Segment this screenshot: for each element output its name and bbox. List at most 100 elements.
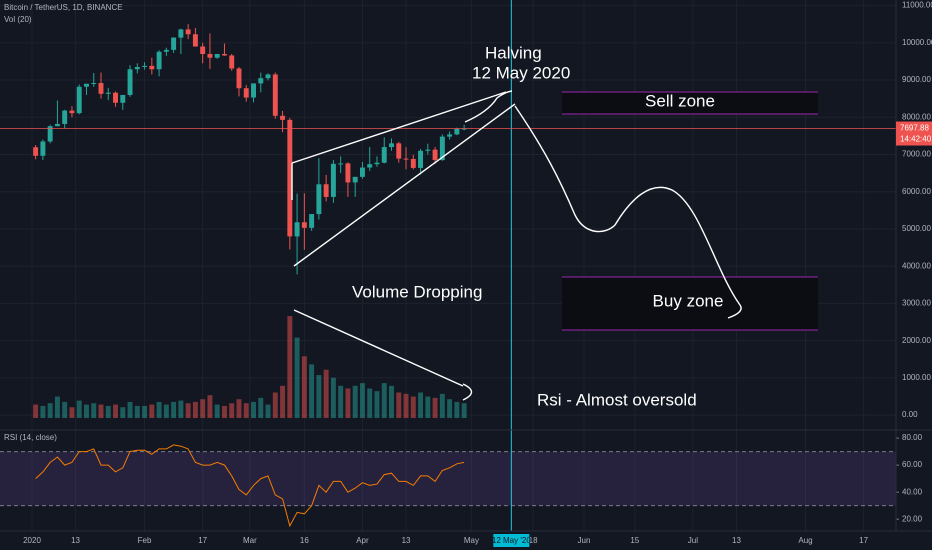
candle-body [396, 143, 402, 159]
candle-body [287, 119, 293, 237]
candle-body [149, 65, 155, 70]
candle-body [113, 92, 118, 103]
x-tick-label: Feb [138, 536, 152, 545]
volume-bar [171, 401, 177, 418]
highlight-date: 12 May '20 [492, 536, 531, 545]
volume-bar [389, 385, 394, 418]
candle-body [294, 222, 300, 237]
candle-body [134, 67, 140, 70]
volume-bar [62, 401, 68, 418]
last-price-tag [896, 121, 932, 146]
volume-bar [359, 383, 365, 418]
candle-body [69, 110, 75, 114]
volume-bar [40, 405, 46, 418]
volume-bar [178, 400, 184, 418]
candle-body [243, 88, 249, 98]
rsi-line [35, 444, 465, 528]
annotation: 12 May 2020 [472, 63, 570, 82]
volume-bar [105, 405, 111, 418]
volume-bar [418, 392, 424, 418]
candle-body [33, 147, 39, 156]
y-tick-label: 40.00 [902, 487, 923, 496]
candle-body [323, 184, 329, 197]
x-tick-label: 17 [198, 536, 207, 545]
volume-bar [425, 396, 431, 418]
volume-bar [76, 400, 82, 418]
candle-body [221, 53, 227, 56]
volume-bar [323, 369, 329, 418]
volume-bar [47, 403, 53, 418]
volume-bar [214, 404, 220, 418]
volume-bar [258, 397, 264, 418]
volume-bar [243, 403, 249, 418]
chart-title: Bitcoin / TetherUS, 1D, BINANCE [4, 3, 123, 12]
x-tick-label: Apr [356, 536, 369, 545]
y-tick-label: 4000.00 [902, 261, 931, 270]
x-tick-label: Jun [578, 536, 591, 545]
annotation: Volume Dropping [352, 282, 482, 301]
volume-bar [185, 403, 191, 418]
highlight-date-box [493, 534, 530, 547]
candle-body [272, 74, 278, 116]
candle-body [316, 184, 322, 215]
volume-bar [338, 385, 344, 418]
candle-body [359, 167, 365, 177]
candle-body [461, 128, 467, 130]
rsi-title: RSI (14, close) [4, 433, 57, 442]
volume-bar [439, 393, 445, 418]
candle-body [410, 158, 416, 168]
y-tick-label: 8000.00 [902, 112, 931, 121]
y-tick-label: 7000.00 [902, 150, 931, 159]
y-tick-label: 6000.00 [902, 187, 931, 196]
candle-body [236, 68, 242, 89]
volume-bar [251, 401, 256, 418]
annotation: Halving [485, 43, 542, 62]
volume-bar [265, 404, 271, 418]
volume-bar [221, 405, 227, 418]
candle-body [447, 134, 453, 137]
candle-body [98, 83, 104, 94]
annotation: Sell zone [645, 91, 715, 110]
volume-bar [345, 388, 351, 418]
volume-bar [287, 316, 293, 418]
candle-body [301, 222, 307, 228]
x-tick-label: 13 [732, 536, 741, 545]
volume-bar [149, 404, 155, 418]
volume-arrow [462, 383, 473, 401]
candle-body [439, 136, 445, 161]
wedge-lower [293, 103, 516, 267]
volume-bar [192, 401, 198, 418]
volume-bar [91, 403, 97, 418]
x-tick-label: 13 [402, 536, 411, 545]
volume-bar [374, 391, 380, 418]
volume-bar [113, 404, 118, 418]
volume-bar [142, 405, 148, 418]
candle-body [258, 78, 264, 84]
candle-body [178, 29, 184, 38]
candle-body [280, 115, 286, 120]
y-tick-label: 1000.00 [902, 373, 931, 382]
candle-body [62, 110, 68, 124]
candle-body [229, 55, 235, 69]
x-tick-label: 17 [859, 536, 868, 545]
volume-bar [294, 337, 300, 418]
volume-bar [280, 385, 286, 418]
volume-bar [316, 375, 322, 418]
candle-body [105, 92, 111, 94]
candle-body [309, 214, 315, 228]
candle-body [418, 150, 424, 168]
volume-bar [54, 396, 60, 418]
candle-body [54, 123, 60, 127]
candle-body [76, 86, 82, 114]
candle-body [330, 163, 336, 197]
marks [0, 24, 896, 528]
candle-body [381, 147, 387, 163]
candle-body [200, 46, 206, 54]
candle-body [367, 164, 373, 168]
annotation: Buy zone [653, 291, 724, 310]
volume-bar [84, 404, 89, 418]
countdown-label: 14:42:40 [900, 135, 932, 144]
annotation: Rsi - Almost oversold [537, 390, 697, 409]
